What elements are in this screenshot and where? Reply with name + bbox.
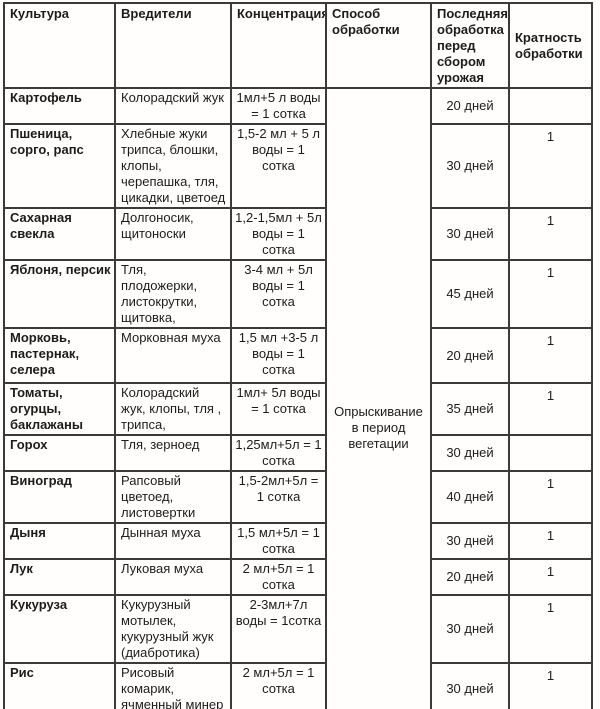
last-treatment-cell: 20 дней [430, 558, 510, 596]
frequency-cell: 1 [508, 662, 593, 709]
frequency-cell: 1 [508, 327, 593, 384]
table-row: Кукуруза Кукурузный мотылек, кукурузный ж… [3, 594, 593, 664]
concentration-cell: 2 мл+5л = 1 сотка [230, 558, 327, 596]
last-treatment-cell: 20 дней [430, 327, 510, 384]
frequency-cell [508, 434, 593, 472]
header-frequency: Кратность обработки [508, 2, 593, 89]
crop-cell: Яблоня, персик [3, 259, 116, 329]
last-treatment-cell: 40 дней [430, 470, 510, 524]
method-merged-cell: Опрыскивание в период вегетации [325, 87, 432, 709]
pests-cell: Долгоносик, щитоноски [114, 207, 232, 261]
pests-cell: Морковная муха [114, 327, 232, 384]
last-treatment-cell: 45 дней [430, 259, 510, 329]
table-row: Виноград Рапсовый цветоед, листовертки 1,5… [3, 470, 593, 524]
concentration-cell: 2 мл+5л = 1 сотка [230, 662, 327, 709]
crop-cell: Лук [3, 558, 116, 596]
pests-cell: Кукурузный мотылек, кукурузный жук (диаб… [114, 594, 232, 664]
crop-cell: Пшеница, сорго, рапс [3, 123, 116, 209]
table-row: Лук Луковая муха 2 мл+5л = 1 сотка 20 дней 1 [3, 558, 593, 596]
pests-cell: Хлебные жуки трипса, блошки, клопы, чере… [114, 123, 232, 209]
crop-cell: Морковь, пастернак, селера [3, 327, 116, 384]
last-treatment-cell: 35 дней [430, 382, 510, 436]
crop-cell: Сахарная свекла [3, 207, 116, 261]
table-row: Рис Рисовый комарик, ячменный минер 2 мл+5… [3, 662, 593, 709]
header-last-treatment: Последняя обработка перед сбором урожая [430, 2, 510, 89]
header-culture: Культура [3, 2, 116, 89]
crop-cell: Дыня [3, 522, 116, 560]
table-row: Сахарная свекла Долгоносик, щитоноски 1,2-… [3, 207, 593, 261]
pests-cell: Колорадский жук [114, 87, 232, 125]
last-treatment-cell: 30 дней [430, 207, 510, 261]
concentration-cell: 1мл+ 5л воды = 1 сотка [230, 382, 327, 436]
table-row: Морковь, пастернак, селера Морковная муха… [3, 327, 593, 384]
crop-cell: Рис [3, 662, 116, 709]
concentration-cell: 2-3мл+7л воды = 1сотка [230, 594, 327, 664]
pests-cell: Рапсовый цветоед, листовертки [114, 470, 232, 524]
last-treatment-cell: 30 дней [430, 594, 510, 664]
crop-cell: Кукуруза [3, 594, 116, 664]
last-treatment-cell: 20 дней [430, 87, 510, 125]
pest-treatment-table: Культура Вредители Концентрация Способ о… [3, 2, 593, 709]
last-treatment-cell: 30 дней [430, 434, 510, 472]
pests-cell: Дынная муха [114, 522, 232, 560]
header-pests: Вредители [114, 2, 232, 89]
frequency-cell: 1 [508, 594, 593, 664]
concentration-cell: 1,5 мл+5л = 1 сотка [230, 522, 327, 560]
concentration-cell: 1,2-1,5мл + 5л воды = 1 сотка [230, 207, 327, 261]
header-method: Способ обработки [325, 2, 432, 89]
pests-cell: Колорадский жук, клопы, тля , трипса, [114, 382, 232, 436]
header-concentration: Концентрация [230, 2, 327, 89]
table-row: Пшеница, сорго, рапс Хлебные жуки трипса,… [3, 123, 593, 209]
concentration-cell: 1,5-2 мл + 5 л воды = 1 сотка [230, 123, 327, 209]
crop-cell: Картофель [3, 87, 116, 125]
crop-cell: Горох [3, 434, 116, 472]
pests-cell: Луковая муха [114, 558, 232, 596]
concentration-cell: 1,5 мл +3-5 л воды = 1 сотка [230, 327, 327, 384]
last-treatment-cell: 30 дней [430, 123, 510, 209]
table-row: Горох Тля, зерноед 1,25мл+5л = 1 сотка 30 д… [3, 434, 593, 472]
pests-cell: Рисовый комарик, ячменный минер [114, 662, 232, 709]
concentration-cell: 1мл+5 л воды = 1 сотка [230, 87, 327, 125]
last-treatment-cell: 30 дней [430, 522, 510, 560]
concentration-cell: 1,25мл+5л = 1 сотка [230, 434, 327, 472]
concentration-cell: 1,5-2мл+5л = 1 сотка [230, 470, 327, 524]
table-body: Картофель Колорадский жук 1мл+5 л воды = 1… [3, 87, 593, 709]
frequency-cell: 1 [508, 522, 593, 560]
crop-cell: Виноград [3, 470, 116, 524]
table-row: Дыня Дынная муха 1,5 мл+5л = 1 сотка 30 дне… [3, 522, 593, 560]
frequency-cell: 1 [508, 470, 593, 524]
table-row: Яблоня, персик Тля, плодожерки, листокрут… [3, 259, 593, 329]
frequency-cell [508, 87, 593, 125]
frequency-cell: 1 [508, 558, 593, 596]
frequency-cell: 1 [508, 382, 593, 436]
frequency-cell: 1 [508, 123, 593, 209]
last-treatment-cell: 30 дней [430, 662, 510, 709]
crop-cell: Томаты, огурцы, баклажаны [3, 382, 116, 436]
pests-cell: Тля, зерноед [114, 434, 232, 472]
table-row: Томаты, огурцы, баклажаны Колорадский жук… [3, 382, 593, 436]
table-header-row: Культура Вредители Концентрация Способ о… [3, 2, 593, 89]
pests-cell: Тля, плодожерки, листокрутки, щитовка, [114, 259, 232, 329]
table-row: Картофель Колорадский жук 1мл+5 л воды = 1… [3, 87, 593, 709]
frequency-cell: 1 [508, 259, 593, 329]
concentration-cell: 3-4 мл + 5л воды = 1 сотка [230, 259, 327, 329]
frequency-cell: 1 [508, 207, 593, 261]
